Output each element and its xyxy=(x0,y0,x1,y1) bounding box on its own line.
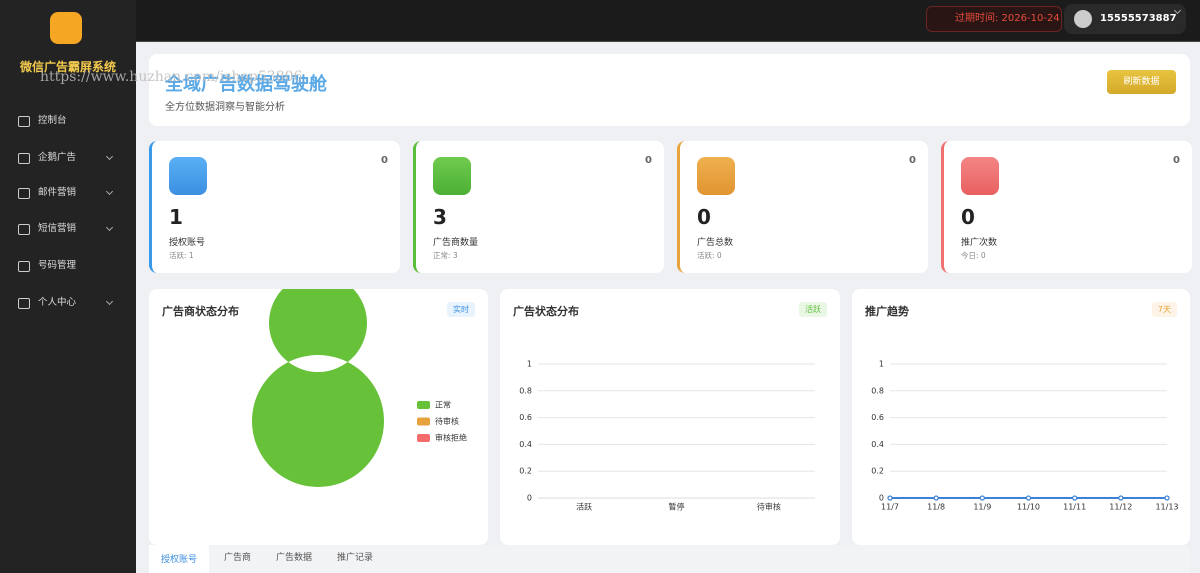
legend-swatch xyxy=(417,417,430,426)
chart-tag: 实时 xyxy=(447,302,475,317)
point xyxy=(1164,495,1170,501)
chart-panel: 广告状态分布 活跃 0 0.2 0.4 0.6 0.8 1 活跃 暂停 待审核 xyxy=(500,289,840,545)
x-tick-label: 暂停 xyxy=(669,502,685,512)
y-tick-label: 0.8 xyxy=(519,386,532,395)
brand: 微信广告霸屏系统 xyxy=(19,60,116,74)
chart-tag: 7天 xyxy=(1151,302,1177,317)
chart-title: 推广趋势 xyxy=(865,305,909,318)
point xyxy=(1072,495,1078,501)
stat-icon xyxy=(961,157,999,195)
x-tick-label: 11/7 xyxy=(881,503,899,512)
tabs: 授权账号 广告商 广告数据 推广记录 xyxy=(149,545,1190,573)
x-tick-label: 11/11 xyxy=(1063,503,1086,512)
chart: 0 0.2 0.4 0.6 0.8 1 活跃 暂停 待审核 xyxy=(519,360,815,512)
stat-card: 0 0 广告总数活跃: 0 xyxy=(677,141,928,273)
logo xyxy=(50,12,82,44)
sidebar: 微信广告霸屏系统 控制台企鹅广告邮件营销短信营销号码管理个人中心 xyxy=(0,0,136,573)
stat-value: 0 xyxy=(961,205,975,229)
chart-title: 广告商状态分布 xyxy=(162,305,239,318)
legend-swatch xyxy=(417,401,430,409)
menu-item[interactable]: 邮件营销 xyxy=(18,185,118,201)
stat-label: 广告商数量 xyxy=(433,238,479,248)
chart-panel: 推广趋势 7天 0 0.2 0.4 0.6 0.8 1 11/7 11/8 11/9 11/10 11/… xyxy=(852,289,1190,545)
watermark: https://www.huzhan.com/ishop53806 xyxy=(40,69,303,85)
stat-label: 推广次数 xyxy=(961,238,998,248)
y-tick-label: 0 xyxy=(527,494,532,503)
tab[interactable]: 广告商 xyxy=(224,553,252,563)
menu-item[interactable]: 短信营销 xyxy=(18,221,118,237)
legend-label: 审核拒绝 xyxy=(435,433,467,443)
stat-card: 0 3 广告商数量正常: 3 xyxy=(413,141,664,273)
x-tick-label: 11/10 xyxy=(1017,503,1040,512)
user-menu[interactable]: 15555573887 xyxy=(1064,4,1186,34)
banner-title: 全域广告数据驾驶舱 xyxy=(165,74,327,95)
stat-sub: 活跃: 1 xyxy=(169,251,194,260)
x-tick-label: 11/12 xyxy=(1109,503,1132,512)
tab[interactable]: 推广记录 xyxy=(337,553,374,563)
stat-value: 1 xyxy=(169,205,183,229)
y-tick-label: 0.8 xyxy=(871,386,884,395)
legend-swatch xyxy=(417,434,430,442)
legend-label: 正常 xyxy=(435,401,451,410)
x-tick-label: 待审核 xyxy=(757,502,781,512)
x-tick-label: 11/13 xyxy=(1155,503,1178,512)
stat-icon xyxy=(169,157,207,195)
stat-value: 0 xyxy=(697,205,711,229)
x-tick-label: 11/8 xyxy=(927,503,945,512)
legend-label: 待审核 xyxy=(435,416,459,426)
stat-label: 广告总数 xyxy=(697,238,734,248)
y-tick-label: 1 xyxy=(879,360,884,369)
stat-icon xyxy=(433,157,471,195)
y-tick-label: 0.4 xyxy=(871,440,884,449)
x-tick-label: 活跃 xyxy=(576,502,592,512)
chart: 0 0.2 0.4 0.6 0.8 1 11/7 11/8 11/9 11/10 11/11 11/1… xyxy=(871,360,1178,512)
menu-item[interactable]: 个人中心 xyxy=(18,295,118,311)
stat-sub: 活跃: 0 xyxy=(697,251,722,260)
y-tick-label: 0.6 xyxy=(871,413,884,422)
chart-tag: 活跃 xyxy=(799,302,827,317)
menu-item[interactable]: 控制台 xyxy=(18,113,118,129)
chart-title: 广告状态分布 xyxy=(513,305,579,318)
y-tick-label: 0.2 xyxy=(871,467,884,476)
stat-icon xyxy=(697,157,735,195)
tab[interactable]: 广告数据 xyxy=(276,553,313,563)
refresh-button[interactable]: 刷新数据 xyxy=(1107,70,1176,94)
point xyxy=(979,495,985,501)
pie-slice xyxy=(252,289,384,487)
stat-badge: 0 xyxy=(909,155,916,166)
stat-card: 0 0 推广次数今日: 0 xyxy=(941,141,1192,273)
tab[interactable]: 授权账号 xyxy=(149,545,210,573)
y-tick-label: 0.4 xyxy=(519,440,532,449)
stat-card: 0 1 授权账号活跃: 1 xyxy=(149,141,400,273)
point xyxy=(1025,495,1032,501)
banner-subtitle: 全方位数据洞察与智能分析 xyxy=(165,102,285,113)
point xyxy=(887,495,893,501)
stat-sub: 今日: 0 xyxy=(961,251,986,260)
x-tick-label: 11/9 xyxy=(973,503,991,512)
menu-item[interactable]: 企鹅广告 xyxy=(18,150,118,166)
point xyxy=(1118,495,1124,501)
stat-value: 3 xyxy=(433,205,447,229)
menu-item[interactable]: 号码管理 xyxy=(18,258,118,274)
point xyxy=(933,495,939,501)
banner xyxy=(149,54,1190,126)
y-tick-label: 0.6 xyxy=(519,413,532,422)
chart-panel: 广告商状态分布 实时正常待审核审核拒绝 xyxy=(149,289,488,545)
stat-badge: 0 xyxy=(645,155,652,166)
stat-badge: 0 xyxy=(381,155,388,166)
y-tick-label: 0.2 xyxy=(519,467,532,476)
expiry: 过期时间: 2026-10-24 xyxy=(926,6,1062,32)
y-tick-label: 0 xyxy=(879,494,884,503)
stat-label: 授权账号 xyxy=(169,238,206,248)
y-tick-label: 1 xyxy=(527,360,532,369)
stat-badge: 0 xyxy=(1173,155,1180,166)
stat-sub: 正常: 3 xyxy=(433,251,458,260)
